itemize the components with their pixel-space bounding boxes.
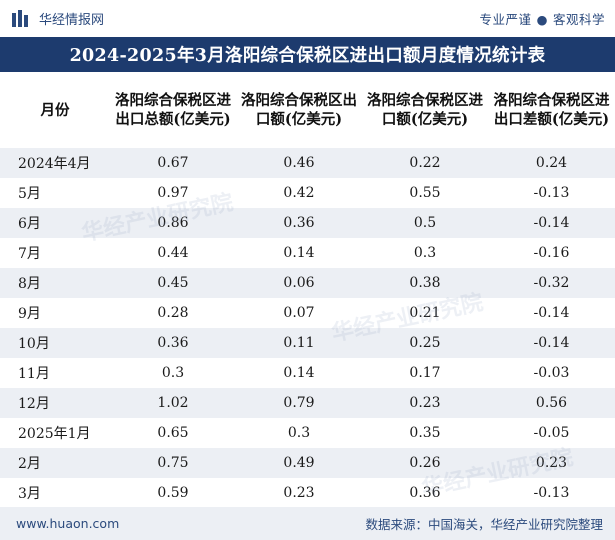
cell-balance: 0.24 <box>535 155 568 171</box>
brand-name: 华经情报网 <box>39 13 105 28</box>
data-table: 月份 洛阳综合保税区进出口总额(亿美元) 洛阳综合保税区出口额(亿美元) 洛阳综… <box>0 72 615 508</box>
bullet-dot-icon: ● <box>536 12 548 27</box>
cell-export: 0.23 <box>283 485 315 501</box>
tagline-right: 客观科学 <box>552 12 605 27</box>
table-title-bar: 2024-2025年3月洛阳综合保税区进出口额月度情况统计表 <box>0 37 615 72</box>
cell-import: 0.17 <box>409 365 441 381</box>
table-body: 2024年4月 0.67 0.46 0.22 0.24 5月 0.97 0.42 0.55 -0.… <box>0 148 615 508</box>
cell-month: 12月 <box>18 396 50 412</box>
cell-import: 0.25 <box>409 335 441 351</box>
cell-month: 6月 <box>18 216 41 232</box>
table-row: 9月 0.28 0.07 0.21 -0.14 <box>0 298 615 328</box>
column-header-balance: 洛阳综合保税区进出口差额(亿美元) <box>493 92 610 128</box>
cell-export: 0.46 <box>283 155 315 171</box>
cell-month: 3月 <box>18 486 41 502</box>
cell-balance: -0.16 <box>533 245 570 261</box>
cell-import: 0.21 <box>409 305 441 321</box>
cell-export: 0.07 <box>283 305 315 321</box>
cell-month: 8月 <box>18 276 41 292</box>
cell-total: 0.59 <box>157 485 189 501</box>
table-row: 2025年1月 0.65 0.3 0.35 -0.05 <box>0 418 615 448</box>
cell-total: 0.97 <box>157 185 189 201</box>
cell-balance: -0.13 <box>533 185 570 201</box>
cell-balance: -0.14 <box>533 305 570 321</box>
top-bar: 华经情报网 专业严谨 ● 客观科学 <box>0 0 615 37</box>
cell-month: 2月 <box>18 456 41 472</box>
cell-month: 11月 <box>18 366 50 382</box>
cell-import: 0.35 <box>409 425 441 441</box>
cell-month: 7月 <box>18 246 41 262</box>
cell-balance: -0.05 <box>533 425 570 441</box>
cell-export: 0.11 <box>283 335 315 351</box>
footer-website[interactable]: www.huaon.com <box>16 516 120 531</box>
cell-import: 0.22 <box>409 155 441 171</box>
column-header-export: 洛阳综合保税区出口额(亿美元) <box>241 92 357 128</box>
cell-balance: -0.03 <box>533 365 570 381</box>
cell-total: 0.36 <box>157 335 189 351</box>
table-header-row: 月份 洛阳综合保税区进出口总额(亿美元) 洛阳综合保税区出口额(亿美元) 洛阳综… <box>0 72 615 148</box>
cell-total: 0.3 <box>161 365 185 381</box>
cell-export: 0.49 <box>283 455 315 471</box>
column-header-total: 洛阳综合保税区进出口总额(亿美元) <box>115 92 231 128</box>
table-row: 6月 0.86 0.36 0.5 -0.14 <box>0 208 615 238</box>
cell-balance: -0.32 <box>533 275 570 291</box>
cell-total: 0.86 <box>157 215 189 231</box>
cell-total: 0.44 <box>157 245 189 261</box>
cell-month: 5月 <box>18 186 41 202</box>
table-row: 2024年4月 0.67 0.46 0.22 0.24 <box>0 148 615 178</box>
table-row: 8月 0.45 0.06 0.38 -0.32 <box>0 268 615 298</box>
table-row: 12月 1.02 0.79 0.23 0.56 <box>0 388 615 418</box>
brand[interactable]: 华经情报网 <box>11 9 104 28</box>
cell-month: 2025年1月 <box>18 426 91 442</box>
table-row: 3月 0.59 0.23 0.36 -0.13 <box>0 478 615 508</box>
cell-balance: 0.23 <box>535 455 568 471</box>
cell-total: 0.45 <box>157 275 189 291</box>
cell-month: 9月 <box>18 306 41 322</box>
footer-source: 数据来源：中国海关，华经产业研究院整理 <box>365 517 603 532</box>
cell-export: 0.14 <box>283 365 315 381</box>
table-row: 7月 0.44 0.14 0.3 -0.16 <box>0 238 615 268</box>
cell-import: 0.5 <box>413 215 437 231</box>
cell-total: 0.67 <box>157 155 189 171</box>
cell-export: 0.36 <box>283 215 315 231</box>
column-header-import: 洛阳综合保税区进口额(亿美元) <box>367 92 483 128</box>
cell-import: 0.3 <box>413 245 437 261</box>
brand-logo-icon <box>12 9 28 27</box>
cell-import: 0.55 <box>409 185 441 201</box>
column-header-month: 月份 <box>40 101 70 119</box>
cell-total: 1.02 <box>157 395 189 411</box>
cell-balance: 0.56 <box>535 395 568 411</box>
cell-import: 0.36 <box>409 485 441 501</box>
cell-import: 0.23 <box>409 395 441 411</box>
tagline-left: 专业严谨 <box>479 12 532 27</box>
cell-total: 0.75 <box>157 455 189 471</box>
cell-export: 0.79 <box>283 395 315 411</box>
cell-balance: -0.13 <box>533 485 570 501</box>
cell-total: 0.28 <box>157 305 189 321</box>
cell-export: 0.14 <box>283 245 315 261</box>
table-row: 11月 0.3 0.14 0.17 -0.03 <box>0 358 615 388</box>
tagline: 专业严谨 ● 客观科学 <box>480 9 605 28</box>
cell-export: 0.3 <box>287 425 311 441</box>
table-row: 5月 0.97 0.42 0.55 -0.13 <box>0 178 615 208</box>
cell-import: 0.38 <box>409 275 441 291</box>
cell-import: 0.26 <box>409 455 441 471</box>
cell-balance: -0.14 <box>533 335 570 351</box>
cell-export: 0.06 <box>283 275 315 291</box>
table-row: 2月 0.75 0.49 0.26 0.23 <box>0 448 615 478</box>
table-title: 2024-2025年3月洛阳综合保税区进出口额月度情况统计表 <box>69 46 546 66</box>
cell-month: 10月 <box>18 336 50 352</box>
cell-month: 2024年4月 <box>18 156 91 172</box>
footer-bar: www.huaon.com 数据来源：中国海关，华经产业研究院整理 <box>0 507 615 540</box>
cell-total: 0.65 <box>157 425 189 441</box>
table-row: 10月 0.36 0.11 0.25 -0.14 <box>0 328 615 358</box>
cell-export: 0.42 <box>283 185 315 201</box>
cell-balance: -0.14 <box>533 215 570 231</box>
